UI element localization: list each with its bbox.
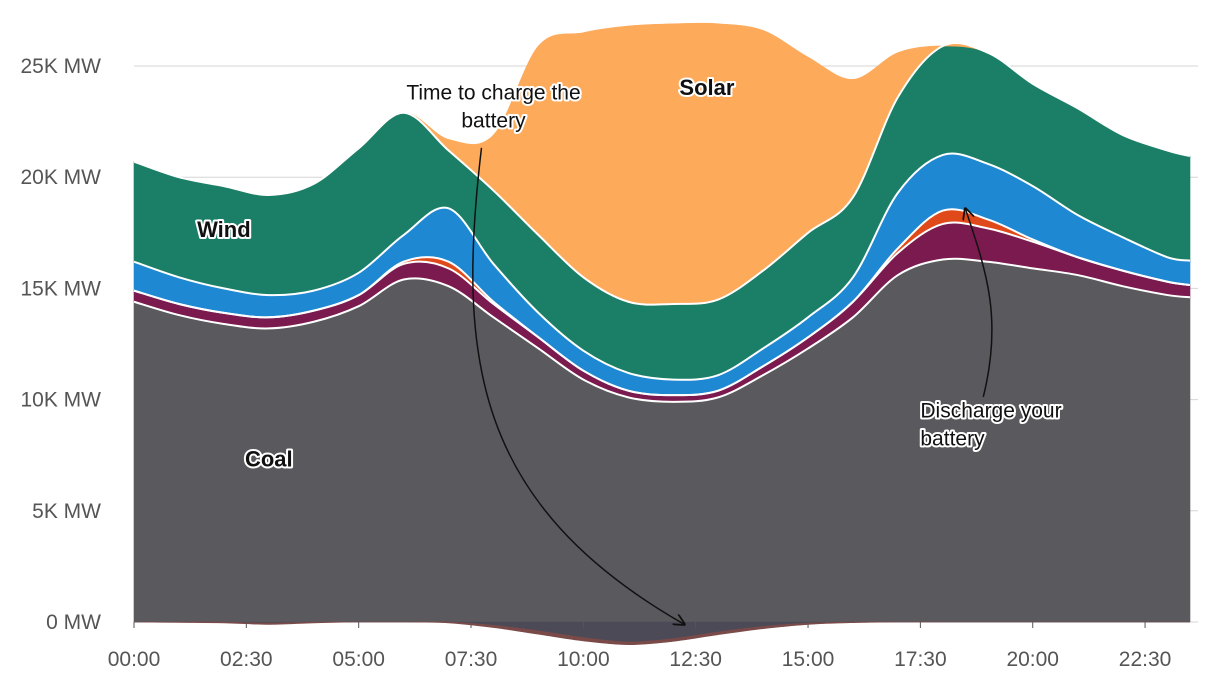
layer-separator <box>133 152 1191 381</box>
x-tick-label: 07:30 <box>445 648 498 671</box>
y-tick-label: 15K MW <box>20 277 101 300</box>
arrow-charge <box>472 147 685 625</box>
stacked-areas <box>133 22 1191 623</box>
x-tick-label: 02:30 <box>220 648 273 671</box>
label-wind: Wind <box>197 217 251 242</box>
x-tick-label: 17:30 <box>894 648 947 671</box>
annotation-line: Time to charge the <box>406 81 580 104</box>
x-tick-label: 05:00 <box>332 648 385 671</box>
x-tick-label: 22:30 <box>1119 648 1172 671</box>
x-tick-label: 15:00 <box>782 648 835 671</box>
layer-separator <box>133 257 1191 403</box>
x-tick-label: 20:00 <box>1006 648 1059 671</box>
annotation-line: battery <box>920 427 985 450</box>
annotations: Time to charge the battery Discharge your b… <box>404 79 1064 625</box>
x-tick-label: 00:00 <box>108 648 161 671</box>
annotation-discharge: Discharge your battery <box>920 399 1061 450</box>
negative-area-0 <box>134 621 1190 643</box>
layer-separator <box>133 208 1191 397</box>
x-tick-label: 10:00 <box>557 648 610 671</box>
annotation-charge: Time to charge the battery <box>406 81 580 132</box>
y-tick-label: 25K MW <box>20 55 101 78</box>
layer-separator <box>133 42 1191 306</box>
y-tick-label: 10K MW <box>20 389 101 412</box>
annotation-line: Discharge your <box>920 399 1061 422</box>
x-tick-label: 12:30 <box>669 648 722 671</box>
y-axis: 0 MW 5K MW 10K MW 15K MW 20K MW 25K MW <box>20 55 101 634</box>
negative-areas <box>133 621 1190 645</box>
label-coal: Coal <box>245 446 293 471</box>
y-tick-label: 0 MW <box>46 611 101 634</box>
label-solar: Solar <box>679 75 734 100</box>
y-tick-label: 20K MW <box>20 166 101 189</box>
negative-area-1 <box>133 621 1190 645</box>
x-axis: 00:00 02:30 05:00 07:30 10:00 12:30 15:00 17:30… <box>108 622 1172 671</box>
arrow-discharge <box>965 209 993 398</box>
series-labels: Coal Wind Solar <box>195 73 737 473</box>
y-tick-label: 5K MW <box>32 500 101 523</box>
annotation-line: battery <box>461 109 526 132</box>
